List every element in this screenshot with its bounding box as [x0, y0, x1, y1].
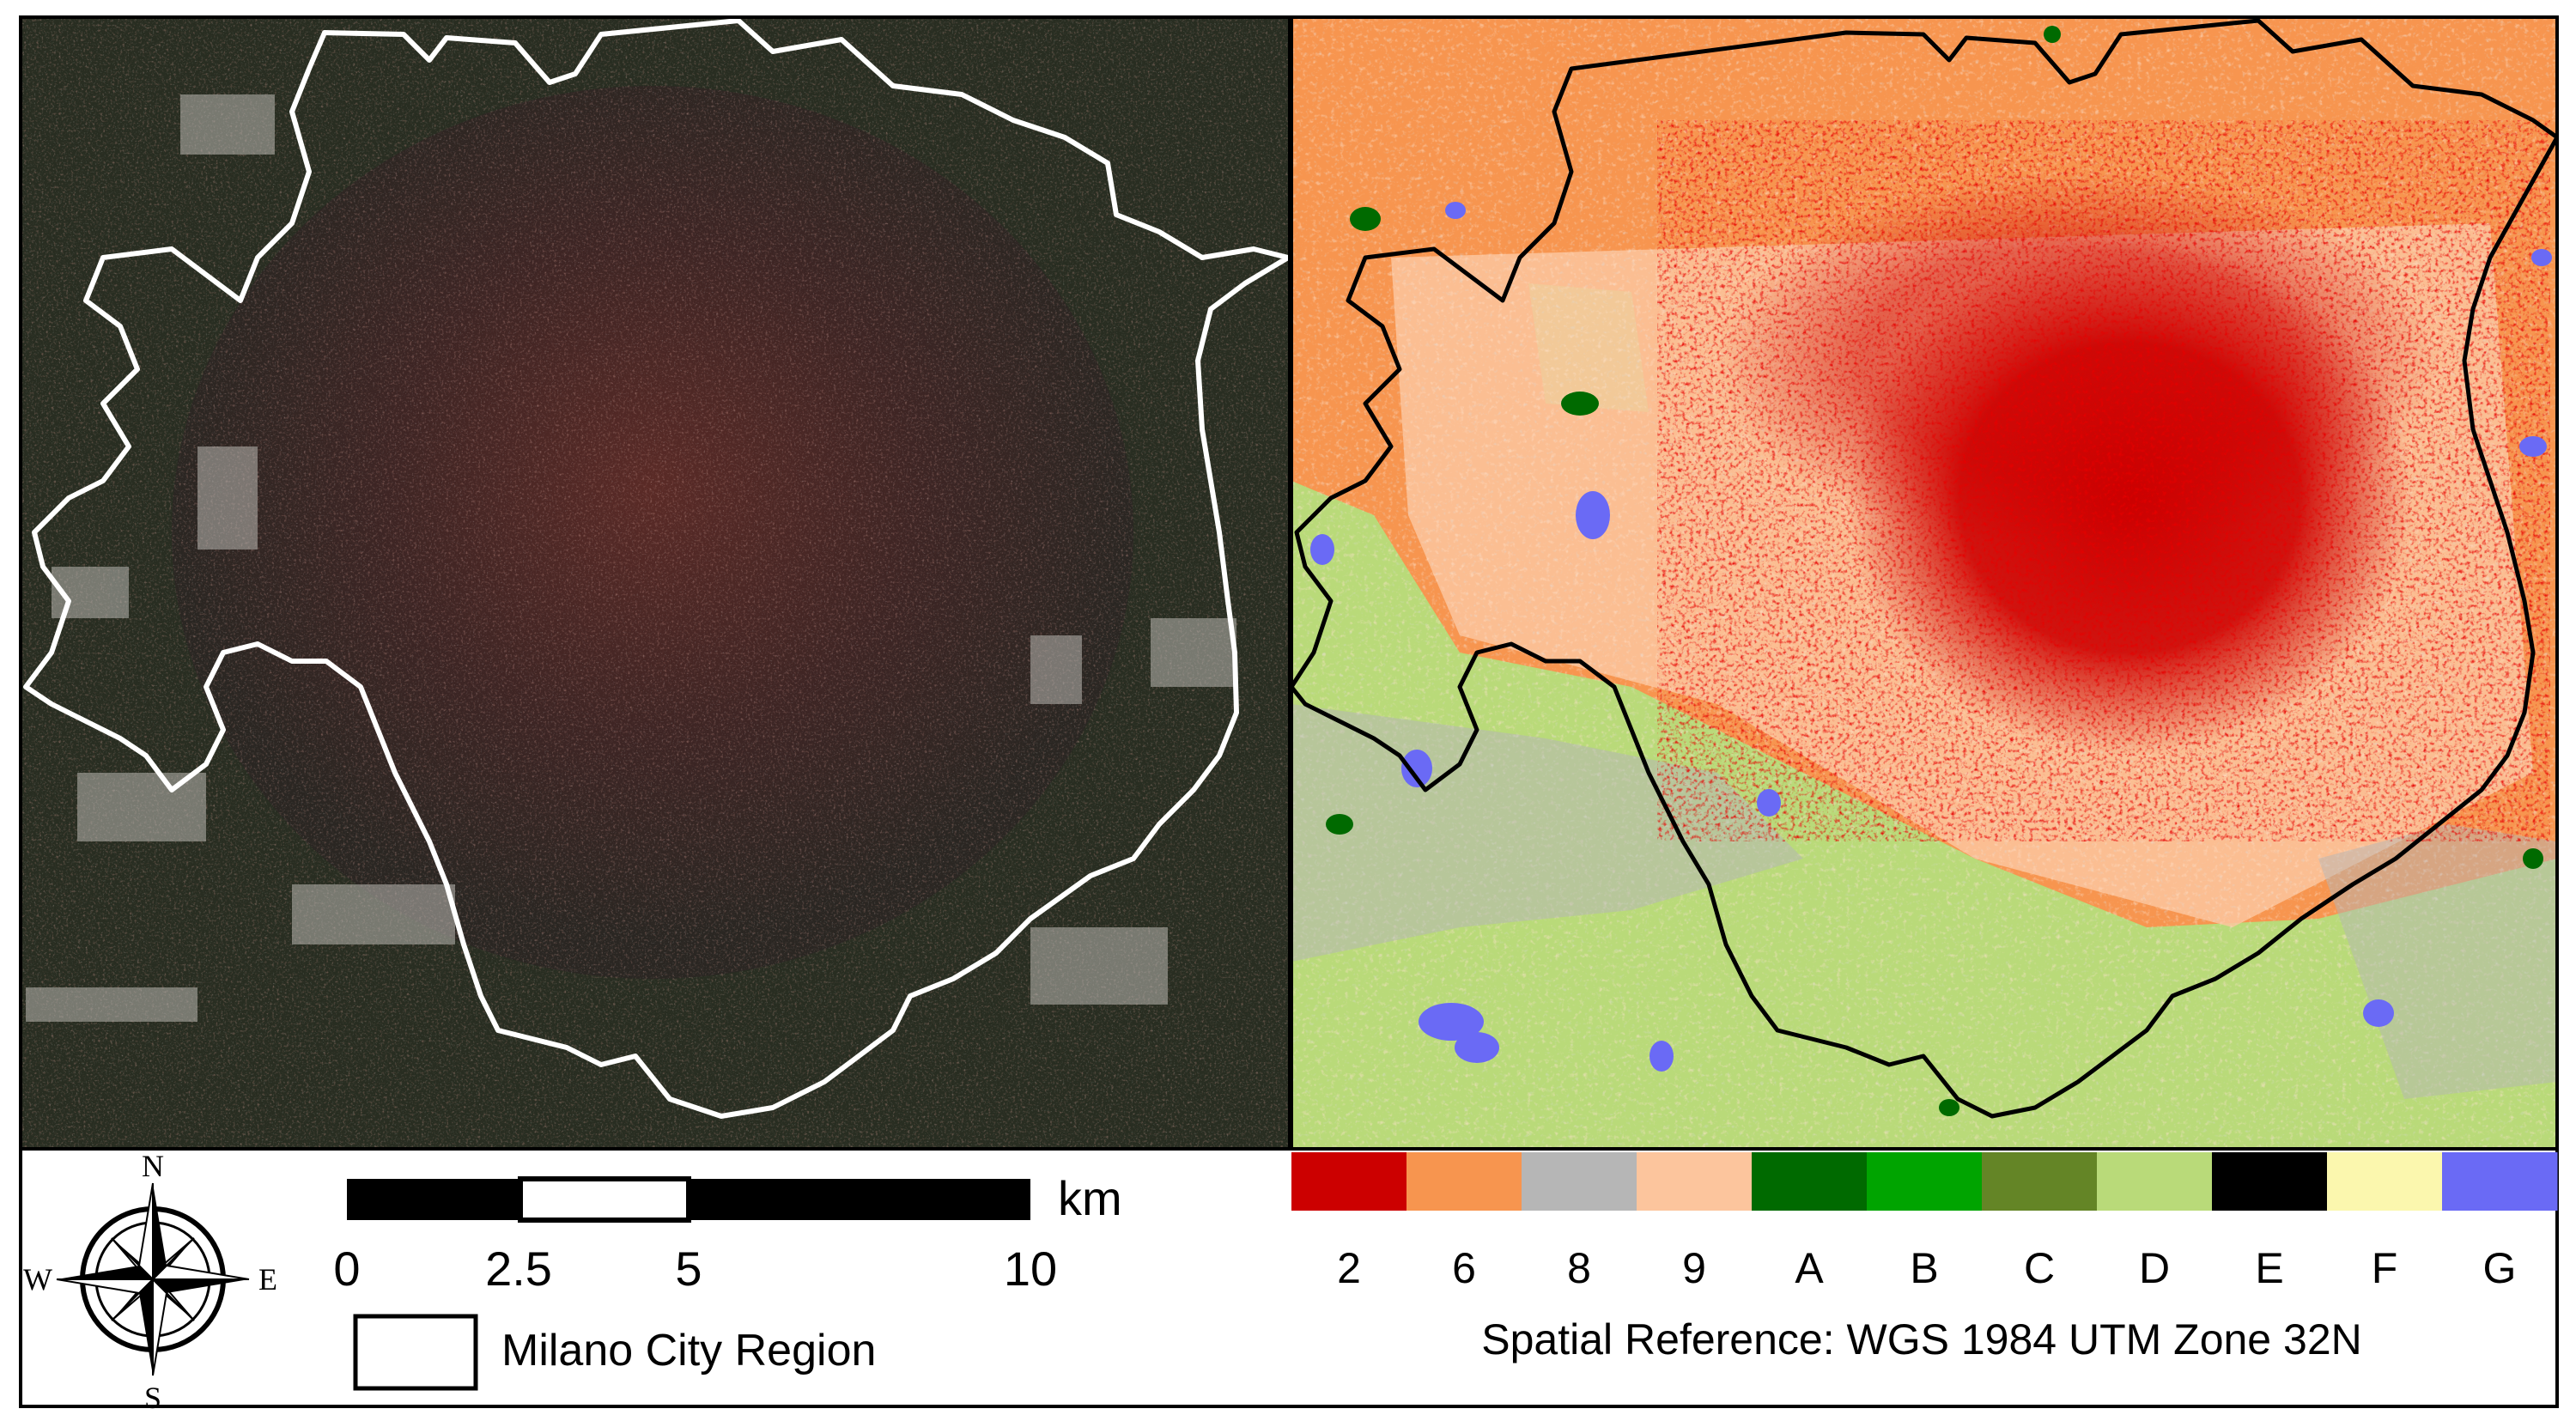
compass-n-label: N: [142, 1149, 164, 1183]
class-label-a: A: [1795, 1244, 1824, 1292]
scale-bar-tick-5: 5: [675, 1242, 702, 1296]
compass-e-label: E: [258, 1262, 277, 1297]
lcz-map-panel: [1291, 17, 2557, 1149]
class-swatch-c: [1982, 1152, 2098, 1211]
class-color-bar: 2 6 8 9 A B C D E F G: [1291, 1152, 2558, 1292]
tree-patches: [1326, 26, 2543, 1116]
compass-s-label: S: [144, 1381, 161, 1415]
class-label-g: G: [2483, 1244, 2517, 1292]
class-swatch-a: [1752, 1152, 1868, 1211]
city-boundary-black: [1291, 18, 2557, 1119]
class-label-9: 9: [1682, 1244, 1706, 1292]
class-swatch-8: [1522, 1152, 1637, 1211]
class-swatch-d: [2097, 1152, 2213, 1211]
class-label-c: C: [2024, 1244, 2055, 1292]
industrial-areas: [26, 94, 1236, 1022]
scale-bar: km 0 2.5 5 10: [333, 1171, 1121, 1296]
compass-rose: N S E W: [23, 1149, 277, 1415]
satellite-panel: [21, 17, 1290, 1149]
class-swatch-2: [1291, 1152, 1407, 1211]
scale-bar-tick-0: 0: [333, 1242, 360, 1296]
scale-bar-unit: km: [1058, 1171, 1122, 1225]
class-swatch-b: [1867, 1152, 1983, 1211]
region-legend: Milano City Region: [353, 1314, 876, 1391]
class-swatch-6: [1406, 1152, 1522, 1211]
class-swatch-e: [2212, 1152, 2328, 1211]
scale-bar-seg-2: [518, 1176, 691, 1223]
class-label-6: 6: [1452, 1244, 1476, 1292]
class-swatch-9: [1637, 1152, 1753, 1211]
scale-bar-seg-3: [689, 1179, 1030, 1220]
class-swatch-g: [2442, 1152, 2558, 1211]
class-label-8: 8: [1567, 1244, 1591, 1292]
spatial-reference: Spatial Reference: WGS 1984 UTM Zone 32N: [1481, 1315, 2361, 1363]
class-label-f: F: [2372, 1244, 2398, 1292]
class-label-e: E: [2255, 1244, 2283, 1292]
compass-cardinal-points: [56, 1182, 250, 1376]
region-legend-label: Milano City Region: [501, 1326, 876, 1375]
scale-bar-tick-10: 10: [1004, 1242, 1057, 1296]
class-swatch-f: [2327, 1152, 2443, 1211]
region-legend-swatch: [353, 1314, 478, 1391]
class-label-2: 2: [1337, 1244, 1361, 1292]
class-label-d: D: [2139, 1244, 2170, 1292]
class-label-b: B: [1910, 1244, 1938, 1292]
city-boundary-white: [23, 18, 1290, 1119]
compass-w-label: W: [23, 1262, 52, 1297]
scale-bar-tick-2-5: 2.5: [485, 1242, 552, 1296]
water-patches: [1310, 202, 2552, 1072]
scale-bar-seg-1: [347, 1179, 520, 1220]
